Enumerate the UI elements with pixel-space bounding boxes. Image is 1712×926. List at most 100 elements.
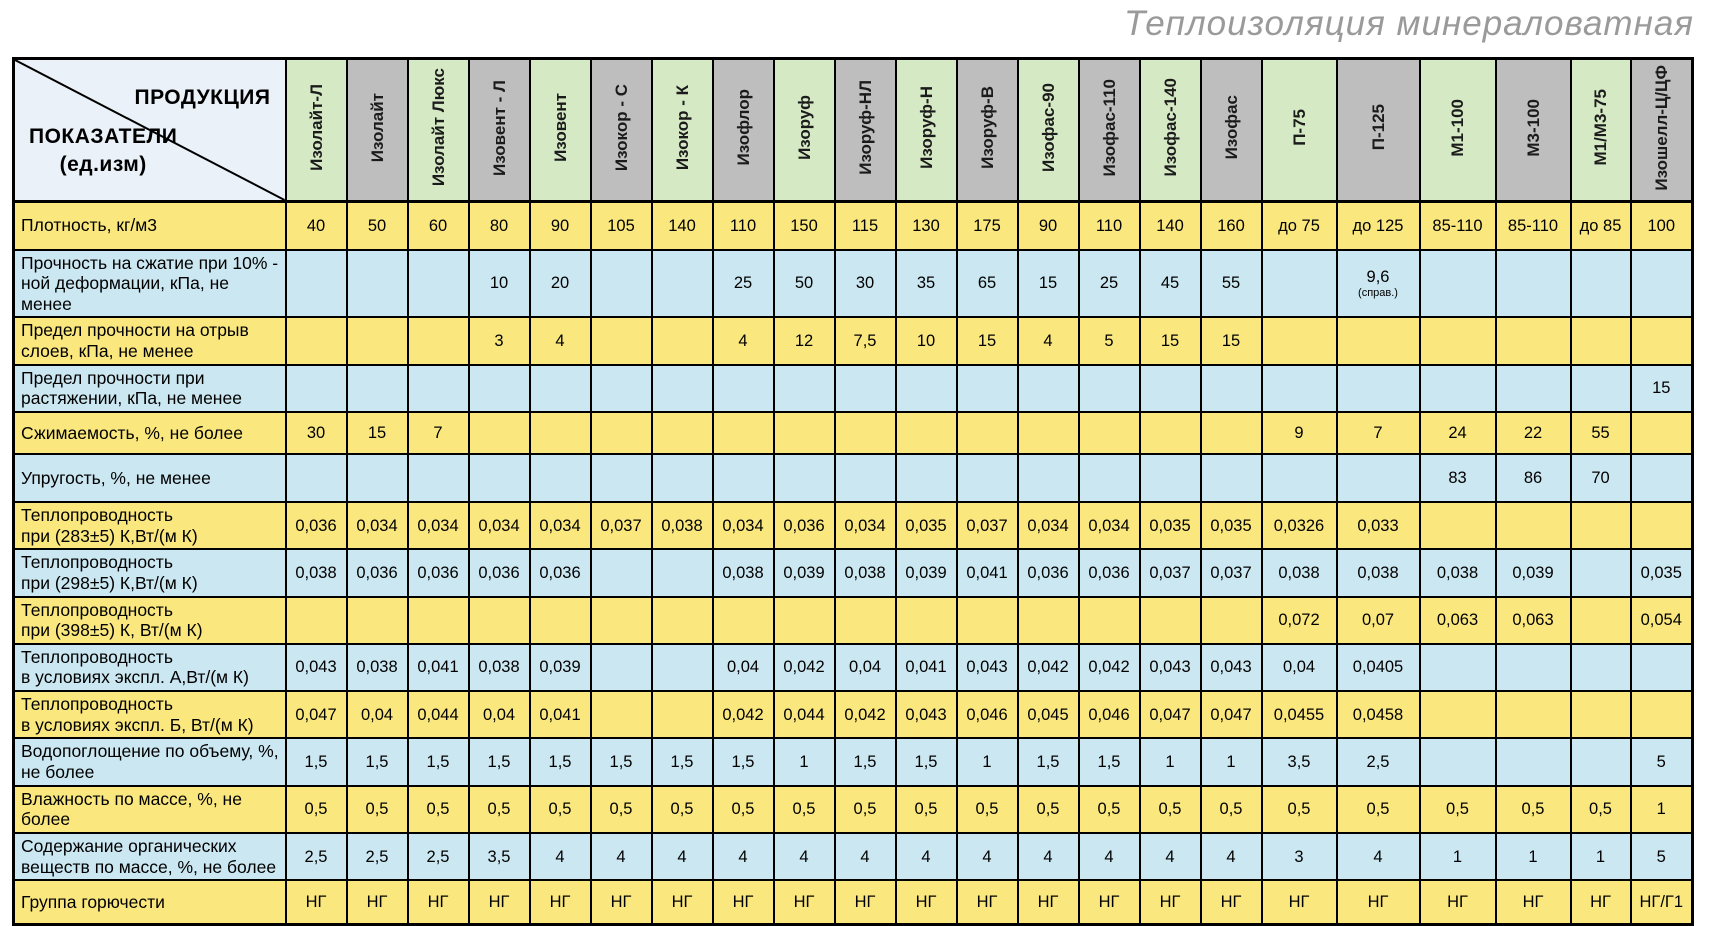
value-cell	[1016, 410, 1080, 455]
value-cell	[1569, 500, 1632, 551]
value-cell	[1629, 690, 1694, 740]
value-cell: 0,034	[833, 500, 897, 551]
value-cell: 0,036	[345, 548, 409, 598]
value-cell: 0,04	[711, 642, 775, 693]
value-cell: 1,5	[345, 737, 409, 787]
value-cell: 25	[1077, 248, 1141, 319]
value-cell	[955, 452, 1019, 503]
value-cell: 4	[650, 831, 714, 882]
page-title: Теплоизоляция минераловатная	[1124, 4, 1694, 43]
value-cell: 150	[772, 200, 836, 251]
value-cell: 0,037	[1138, 548, 1202, 598]
value-cell	[894, 452, 958, 503]
value-cell	[1077, 363, 1141, 413]
value-cell	[589, 363, 653, 413]
value-cell	[1199, 595, 1263, 645]
value-cell: 0,036	[1016, 548, 1080, 598]
row-label: Теплопроводность при (398±5) К, Вт/(м К)	[12, 595, 287, 645]
value-cell: 0,034	[345, 500, 409, 551]
value-cell	[1335, 316, 1421, 366]
column-header-label: Изовент - Л	[489, 79, 509, 176]
row-label: Влажность по массе, %, не более	[12, 784, 287, 834]
value-cell: 0,043	[284, 642, 348, 693]
value-cell	[833, 595, 897, 645]
value-cell	[1494, 248, 1572, 319]
value-cell: НГ	[345, 879, 409, 926]
value-cell	[650, 642, 714, 693]
value-cell: 0,041	[955, 548, 1019, 598]
value-cell: НГ	[1199, 879, 1263, 926]
value-cell	[1260, 363, 1338, 413]
value-cell: 4	[833, 831, 897, 882]
value-cell	[650, 452, 714, 503]
value-cell: 2,5	[345, 831, 409, 882]
value-cell: НГ	[833, 879, 897, 926]
value-cell: 0,034	[711, 500, 775, 551]
value-cell	[1335, 452, 1421, 503]
value-cell: 0,043	[894, 690, 958, 740]
value-cell: 0,072	[1260, 595, 1338, 645]
value-cell: 1,5	[894, 737, 958, 787]
value-cell	[1016, 595, 1080, 645]
row-label: Предел прочности на отрыв слоев, кПа, не…	[12, 316, 287, 366]
value-cell: 1,5	[650, 737, 714, 787]
value-cell	[284, 595, 348, 645]
value-cell: 10	[467, 248, 531, 319]
value-cell: 0,038	[345, 642, 409, 693]
value-cell	[1335, 363, 1421, 413]
value-cell: 0,04	[833, 642, 897, 693]
value-cell: 7,5	[833, 316, 897, 366]
value-cell: 0,047	[284, 690, 348, 740]
value-cell: 0,038	[833, 548, 897, 598]
value-cell	[589, 548, 653, 598]
value-cell: 0,047	[1199, 690, 1263, 740]
value-cell: 0,5	[406, 784, 470, 834]
value-cell: 10	[894, 316, 958, 366]
value-cell	[955, 595, 1019, 645]
value-cell: 1	[1138, 737, 1202, 787]
value-cell	[1077, 595, 1141, 645]
value-cell: 4	[711, 316, 775, 366]
table-row: Содержание органических веществ по массе…	[12, 831, 1694, 882]
value-cell: 0,5	[955, 784, 1019, 834]
value-cell: 45	[1138, 248, 1202, 319]
value-cell	[406, 452, 470, 503]
value-cell: 1,5	[284, 737, 348, 787]
value-cell: 2,5	[284, 831, 348, 882]
value-cell	[1077, 452, 1141, 503]
value-cell: 0,038	[711, 548, 775, 598]
value-cell	[589, 595, 653, 645]
value-cell: 4	[1016, 831, 1080, 882]
value-cell	[833, 410, 897, 455]
value-cell: 0,039	[894, 548, 958, 598]
value-cell	[772, 595, 836, 645]
column-header: П-125	[1335, 57, 1421, 203]
column-header-label: Изофлор	[733, 89, 753, 166]
column-header: Изолайт-Л	[284, 57, 348, 203]
value-cell	[1418, 737, 1497, 787]
value-cell	[1494, 500, 1572, 551]
value-cell: 0,042	[1016, 642, 1080, 693]
value-cell: НГ	[467, 879, 531, 926]
value-cell: 4	[711, 831, 775, 882]
value-cell: 0,038	[650, 500, 714, 551]
value-cell: 0,5	[1077, 784, 1141, 834]
value-cell	[589, 690, 653, 740]
column-header-label: Изофас	[1221, 95, 1241, 160]
value-cell: 20	[528, 248, 592, 319]
value-cell: 4	[589, 831, 653, 882]
value-cell: 3	[467, 316, 531, 366]
table-row: Теплопроводность при (298±5) К,Вт/(м К) 0…	[12, 548, 1694, 598]
value-cell: 1,5	[528, 737, 592, 787]
value-cell	[589, 410, 653, 455]
value-cell	[406, 248, 470, 319]
value-cell: 0,037	[589, 500, 653, 551]
value-cell: 0,063	[1418, 595, 1497, 645]
value-cell: 35	[894, 248, 958, 319]
value-cell: 0,039	[528, 642, 592, 693]
value-cell	[345, 248, 409, 319]
value-cell: 4	[528, 316, 592, 366]
value-cell	[1138, 363, 1202, 413]
value-cell	[711, 452, 775, 503]
value-cell	[1418, 690, 1497, 740]
